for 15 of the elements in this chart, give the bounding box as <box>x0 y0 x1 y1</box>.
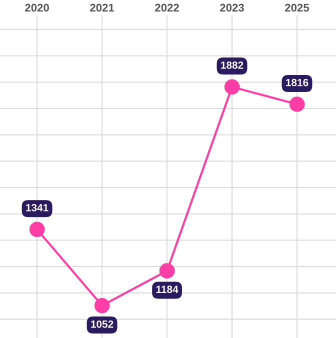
point <box>289 96 305 112</box>
point <box>224 79 240 95</box>
point <box>29 222 45 238</box>
data-label: 1882 <box>221 61 244 69</box>
data-label: 1816 <box>286 78 308 86</box>
x-tick-label: 2021 <box>90 4 114 12</box>
x-tick-label: 2025 <box>285 4 310 12</box>
point <box>159 263 175 278</box>
point <box>94 298 110 314</box>
data-label: 1341 <box>26 204 48 212</box>
x-tick-label: 2022 <box>155 4 179 12</box>
data-label: 1184 <box>156 286 178 294</box>
data-label: 1052 <box>91 320 114 328</box>
x-tick-label: 2020 <box>25 4 49 12</box>
x-tick-label: 2023 <box>220 4 244 12</box>
